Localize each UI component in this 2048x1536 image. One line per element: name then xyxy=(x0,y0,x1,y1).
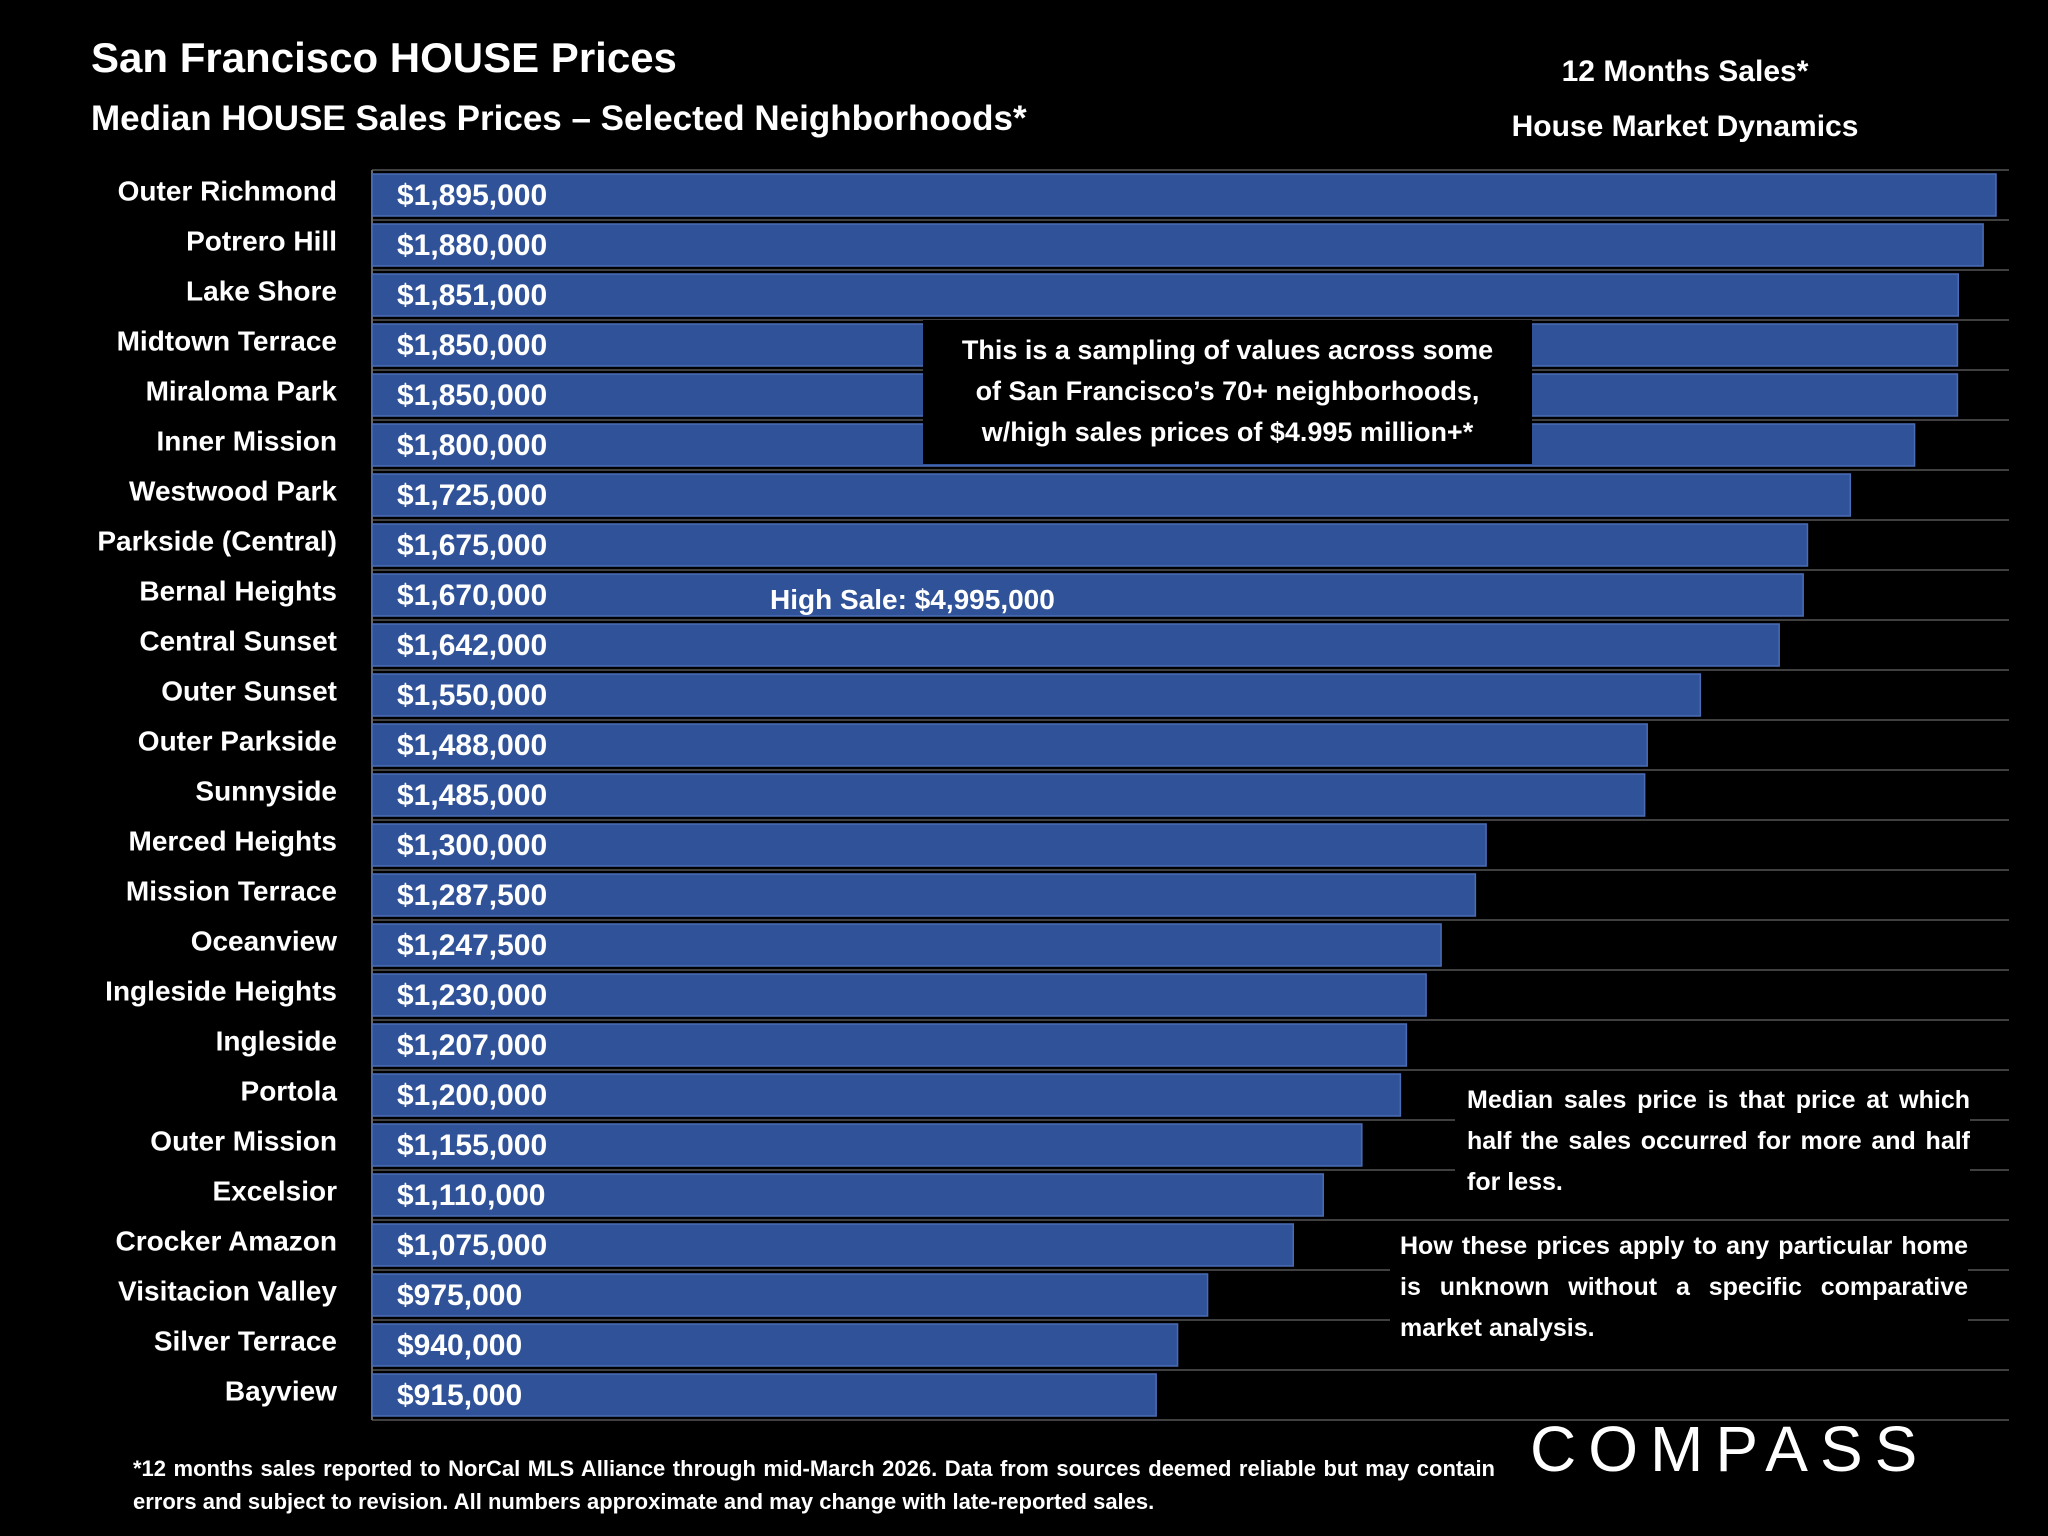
bar-value-label: $1,850,000 xyxy=(397,329,547,362)
category-label: Mission Terrace xyxy=(126,875,337,906)
header: 12 Months Sales* House Market Dynamics xyxy=(1385,44,1985,154)
category-label: Portola xyxy=(241,1075,338,1106)
bar-value-label: $1,670,000 xyxy=(397,579,547,612)
category-label: Ingleside xyxy=(216,1025,337,1056)
bar-value-label: $975,000 xyxy=(397,1279,522,1312)
bar xyxy=(371,873,1477,917)
logo: COMPASS xyxy=(1530,1413,1930,1485)
bar-value-label: $1,642,000 xyxy=(397,629,547,662)
median-note: Median sales price is that price at whic… xyxy=(1455,1080,1970,1203)
bar xyxy=(371,1223,1295,1267)
category-label: Lake Shore xyxy=(186,275,337,306)
category-label: Outer Sunset xyxy=(161,675,337,706)
bar-value-label: $1,300,000 xyxy=(397,829,547,862)
bar-value-label: $1,880,000 xyxy=(397,229,547,262)
category-label: Silver Terrace xyxy=(154,1325,337,1356)
bar xyxy=(371,1373,1157,1417)
bar xyxy=(371,1073,1402,1117)
bar-value-label: $1,207,000 xyxy=(397,1029,547,1062)
footnote: *12 months sales reported to NorCal MLS … xyxy=(133,1456,1495,1514)
category-label: Sunnyside xyxy=(195,775,337,806)
bar xyxy=(371,473,1852,517)
chart-subtitle: Median HOUSE Sales Prices – Selected Nei… xyxy=(91,99,1027,138)
bar xyxy=(371,173,1997,217)
note-line: w/high sales prices of $4.995 million+* xyxy=(981,417,1474,447)
bar-value-label: $915,000 xyxy=(397,1379,522,1412)
bar xyxy=(371,573,1804,617)
bar xyxy=(371,723,1648,767)
bar-value-label: $1,200,000 xyxy=(397,1079,547,1112)
category-label: Bernal Heights xyxy=(139,575,337,606)
category-label: Inner Mission xyxy=(157,425,337,456)
bar xyxy=(371,1123,1363,1167)
bar-value-label: $1,725,000 xyxy=(397,479,547,512)
bar xyxy=(371,773,1646,817)
bar-value-label: $940,000 xyxy=(397,1329,522,1362)
bar xyxy=(371,1323,1179,1367)
category-label: Central Sunset xyxy=(139,625,337,656)
category-label: Visitacion Valley xyxy=(118,1275,337,1306)
bar-value-label: $1,287,500 xyxy=(397,879,547,912)
bar-value-label: $1,800,000 xyxy=(397,429,547,462)
analysis-note: How these prices apply to any particular… xyxy=(1390,1226,1968,1349)
bar-value-label: $1,155,000 xyxy=(397,1129,547,1162)
category-label: Excelsior xyxy=(212,1175,337,1206)
category-label: Ingleside Heights xyxy=(105,975,337,1006)
note-line: of San Francisco’s 70+ neighborhoods, xyxy=(975,376,1480,406)
category-label: Outer Parkside xyxy=(138,725,337,756)
bar xyxy=(371,523,1809,567)
header-line: House Market Dynamics xyxy=(1511,110,1859,143)
bar xyxy=(371,823,1487,867)
category-label: Outer Mission xyxy=(150,1125,337,1156)
bar xyxy=(371,673,1702,717)
category-label: Crocker Amazon xyxy=(116,1225,337,1256)
bar-value-label: $1,247,500 xyxy=(397,929,547,962)
category-label: Outer Richmond xyxy=(118,175,337,206)
bar xyxy=(371,623,1780,667)
bar xyxy=(371,1023,1408,1067)
bar xyxy=(371,223,1984,267)
category-label: Bayview xyxy=(225,1375,337,1406)
bar-value-label: $1,488,000 xyxy=(397,729,547,762)
bar-value-label: $1,110,000 xyxy=(397,1179,546,1212)
header-line: 12 Months Sales* xyxy=(1561,55,1809,88)
high-sale-label: High Sale: $4,995,000 xyxy=(770,584,1055,615)
bar xyxy=(371,1273,1209,1317)
bar xyxy=(371,273,1960,317)
category-label: Parkside (Central) xyxy=(97,525,337,556)
category-label: Westwood Park xyxy=(129,475,337,506)
bar xyxy=(371,923,1442,967)
bar xyxy=(371,1173,1325,1217)
bar-value-label: $1,485,000 xyxy=(397,779,547,812)
category-label: Potrero Hill xyxy=(186,225,337,256)
bar-value-label: $1,675,000 xyxy=(397,529,547,562)
chart-title: San Francisco HOUSE Prices xyxy=(91,34,677,81)
bar-value-label: $1,075,000 xyxy=(397,1229,547,1262)
bar-value-label: $1,230,000 xyxy=(397,979,547,1012)
sampling-note: This is a sampling of values across some… xyxy=(923,320,1532,464)
note-line: This is a sampling of values across some xyxy=(961,335,1494,365)
bar-value-label: $1,895,000 xyxy=(397,179,547,212)
bar xyxy=(371,973,1427,1017)
category-label: Midtown Terrace xyxy=(117,325,337,356)
bar-value-label: $1,850,000 xyxy=(397,379,547,412)
bar-value-label: $1,550,000 xyxy=(397,679,547,712)
category-label: Merced Heights xyxy=(129,825,338,856)
category-label: Oceanview xyxy=(191,925,338,956)
bar-value-label: $1,851,000 xyxy=(397,279,547,312)
category-label: Miraloma Park xyxy=(146,375,338,406)
